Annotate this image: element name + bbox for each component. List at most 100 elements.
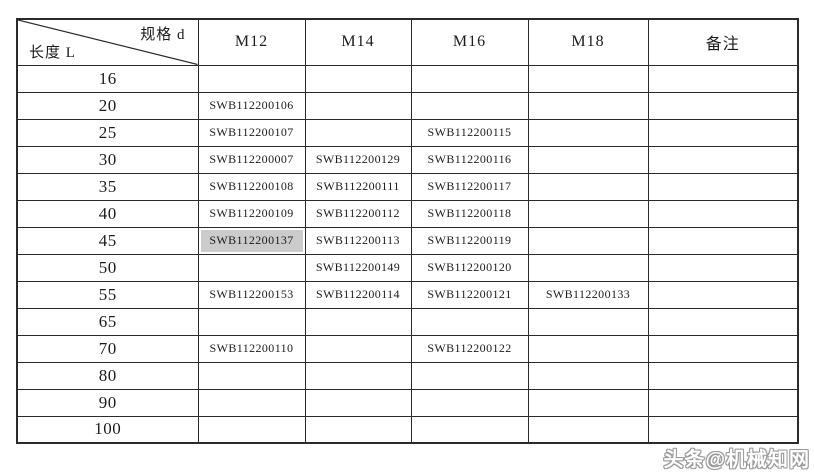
table-cell: SWB112200110 bbox=[197, 334, 306, 363]
table-cell bbox=[197, 253, 306, 282]
table-cell bbox=[647, 226, 799, 255]
table-cell bbox=[647, 199, 799, 228]
table-cell bbox=[304, 388, 412, 417]
table-cell: SWB112200118 bbox=[410, 199, 529, 228]
table-cell bbox=[527, 118, 649, 147]
column-header-m18: M18 bbox=[527, 18, 649, 66]
table-cell bbox=[304, 307, 412, 336]
table-cell bbox=[410, 307, 529, 336]
row-length-label: 65 bbox=[16, 307, 199, 336]
table-cell: SWB112200111 bbox=[304, 172, 412, 201]
row-length-label: 55 bbox=[16, 280, 199, 309]
table-cell: SWB112200133 bbox=[527, 280, 649, 309]
row-length-label: 45 bbox=[16, 226, 199, 255]
table-cell bbox=[647, 118, 799, 147]
watermark: 头条@机械知网 bbox=[663, 449, 810, 471]
row-length-label: 16 bbox=[16, 64, 199, 93]
table-cell: SWB112200122 bbox=[410, 334, 529, 363]
table-cell: SWB112200007 bbox=[197, 145, 306, 174]
table-cell: SWB112200120 bbox=[410, 253, 529, 282]
table-cell bbox=[410, 91, 529, 120]
table-cell bbox=[527, 199, 649, 228]
table-cell bbox=[527, 226, 649, 255]
row-length-label: 35 bbox=[16, 172, 199, 201]
header-row: 规格 d 长度 L M12 M14 M16 M18 备注 bbox=[16, 18, 799, 66]
column-header-remarks: 备注 bbox=[647, 18, 799, 66]
table-cell bbox=[527, 91, 649, 120]
table-row: 70 SWB112200110 SWB112200122 bbox=[16, 334, 799, 363]
table-cell bbox=[527, 172, 649, 201]
table-cell: SWB112200153 bbox=[197, 280, 306, 309]
table-cell bbox=[527, 334, 649, 363]
table-cell: SWB112200112 bbox=[304, 199, 412, 228]
table-row: 20 SWB112200106 bbox=[16, 91, 799, 120]
row-length-label: 90 bbox=[16, 388, 199, 417]
table-cell bbox=[647, 91, 799, 120]
table-body: 16 20 SWB112200106 25 SWB112200107 SWB11… bbox=[16, 64, 799, 444]
table-cell bbox=[647, 307, 799, 336]
corner-label-spec: 规格 d bbox=[140, 27, 186, 43]
column-header-m16: M16 bbox=[410, 18, 529, 66]
table-row: 55 SWB112200153 SWB112200114 SWB11220012… bbox=[16, 280, 799, 309]
table-cell bbox=[410, 361, 529, 390]
table-row: 35 SWB112200108 SWB112200111 SWB11220011… bbox=[16, 172, 799, 201]
table-cell: SWB112200109 bbox=[197, 199, 306, 228]
table-cell bbox=[527, 64, 649, 93]
table-row: 80 bbox=[16, 361, 799, 390]
table-row: 25 SWB112200107 SWB112200115 bbox=[16, 118, 799, 147]
corner-label-length: 长度 L bbox=[29, 44, 76, 61]
table-cell bbox=[527, 145, 649, 174]
table-cell bbox=[304, 361, 412, 390]
row-length-label: 30 bbox=[16, 145, 199, 174]
table-cell: SWB112200117 bbox=[410, 172, 529, 201]
table-cell bbox=[197, 415, 306, 444]
table-row: 90 bbox=[16, 388, 799, 417]
table-cell: SWB112200121 bbox=[410, 280, 529, 309]
table-cell bbox=[527, 415, 649, 444]
table-row: 45 SWB112200137 SWB112200113 SWB11220011… bbox=[16, 226, 799, 255]
table-cell bbox=[197, 307, 306, 336]
table-cell: SWB112200119 bbox=[410, 226, 529, 255]
table-cell: SWB112200107 bbox=[197, 118, 306, 147]
table-cell bbox=[647, 145, 799, 174]
table-cell bbox=[527, 361, 649, 390]
table-row: 30 SWB112200007 SWB112200129 SWB11220011… bbox=[16, 145, 799, 174]
table-cell bbox=[647, 253, 799, 282]
row-length-label: 70 bbox=[16, 334, 199, 363]
table-row: 50 SWB112200149 SWB112200120 bbox=[16, 253, 799, 282]
table-cell bbox=[197, 361, 306, 390]
row-length-label: 25 bbox=[16, 118, 199, 147]
table-cell bbox=[410, 415, 529, 444]
table-cell bbox=[197, 64, 306, 93]
column-header-m14: M14 bbox=[304, 18, 412, 66]
table-cell bbox=[647, 280, 799, 309]
corner-cell: 规格 d 长度 L bbox=[16, 18, 199, 66]
table-cell bbox=[647, 172, 799, 201]
table-cell bbox=[304, 91, 412, 120]
row-length-label: 50 bbox=[16, 253, 199, 282]
table-cell bbox=[304, 334, 412, 363]
table-row: 40 SWB112200109 SWB112200112 SWB11220011… bbox=[16, 199, 799, 228]
table-cell: SWB112200114 bbox=[304, 280, 412, 309]
table-row: 65 bbox=[16, 307, 799, 336]
table-cell: SWB112200106 bbox=[197, 91, 306, 120]
table-cell bbox=[527, 388, 649, 417]
table-cell bbox=[304, 118, 412, 147]
table-cell bbox=[197, 388, 306, 417]
table-cell bbox=[647, 334, 799, 363]
table-cell: SWB112200115 bbox=[410, 118, 529, 147]
table-cell: SWB112200113 bbox=[304, 226, 412, 255]
row-length-label: 20 bbox=[16, 91, 199, 120]
table-cell: SWB112200149 bbox=[304, 253, 412, 282]
table-cell bbox=[410, 388, 529, 417]
table-row: 100 bbox=[16, 415, 799, 444]
row-length-label: 40 bbox=[16, 199, 199, 228]
table-cell bbox=[304, 64, 412, 93]
row-length-label: 100 bbox=[16, 415, 199, 444]
column-header-m12: M12 bbox=[197, 18, 306, 66]
row-length-label: 80 bbox=[16, 361, 199, 390]
table-cell bbox=[647, 388, 799, 417]
table-cell: SWB112200116 bbox=[410, 145, 529, 174]
table-cell: SWB112200137 bbox=[197, 226, 306, 255]
